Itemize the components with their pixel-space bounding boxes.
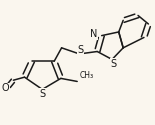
- Text: S: S: [111, 59, 117, 69]
- Text: CH₃: CH₃: [79, 71, 93, 80]
- Text: O: O: [1, 83, 9, 93]
- Text: S: S: [78, 45, 84, 55]
- Text: S: S: [39, 89, 45, 99]
- Text: N: N: [90, 29, 97, 39]
